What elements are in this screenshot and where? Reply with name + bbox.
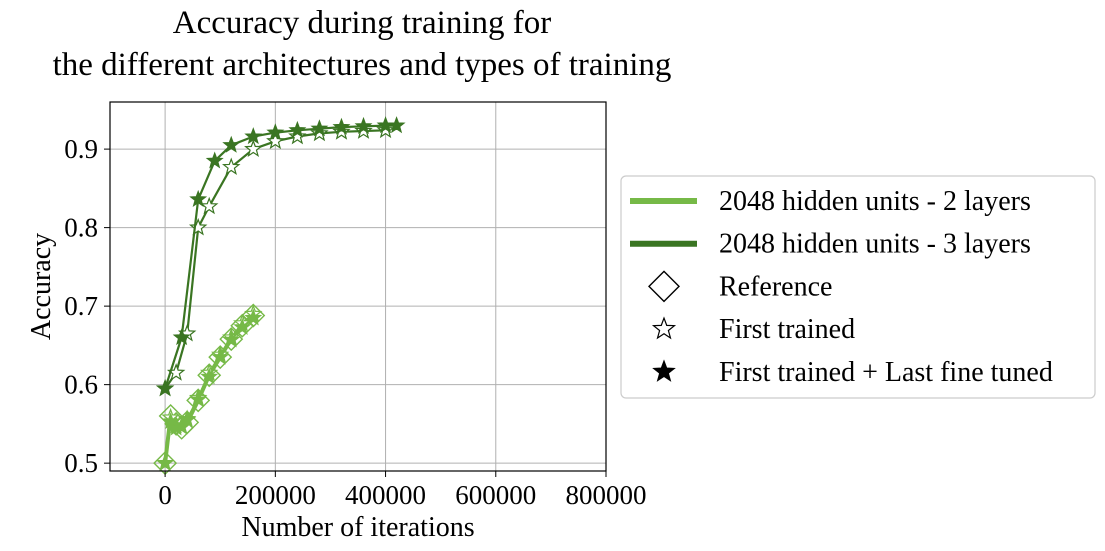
legend-item: 2048 hidden units - 2 layers [630,186,1031,217]
data-point [197,363,222,388]
data-point [178,410,197,428]
x-tick-label: 800000 [566,480,647,510]
data-point [156,379,175,397]
data-point [310,119,329,137]
legend-item: 2048 hidden units - 3 layers [630,229,1031,260]
data-point [288,120,307,138]
data-point [199,196,219,215]
chart-title-line: the different architectures and types of… [53,47,672,83]
chart-title-line: Accuracy during training for [173,5,551,41]
plot-frame [109,101,607,472]
data-point [288,126,307,145]
data-point [354,116,373,134]
legend-label: Reference [719,271,832,302]
series-group [153,116,406,476]
series-2 [156,308,263,471]
x-tick-label: 600000 [455,480,536,510]
data-point [222,135,241,153]
series-line [164,124,398,390]
data-point [175,410,200,435]
data-point [266,131,285,150]
legend-item: First trained [651,314,855,345]
data-point [244,308,263,326]
legend-label: 2048 hidden units - 3 layers [719,229,1031,260]
grid [110,102,607,471]
x-tick-label: 400000 [345,480,426,510]
legend-swatch-marker [648,270,680,303]
legend-box [620,175,1096,399]
series-0 [153,303,266,476]
data-point [189,189,208,207]
y-tick-label: 0.8 [64,213,98,243]
legend-item: Reference [648,270,832,303]
series-3 [155,120,395,397]
y-tick-label: 0.5 [64,448,98,478]
data-point [244,139,263,157]
legend: 2048 hidden units - 2 layers 2048 hidden … [620,175,1096,399]
data-point [188,217,208,236]
series-4 [156,116,406,397]
legend-item: First trained + Last fine tuned [652,357,1053,388]
legend-swatch-marker [651,316,677,340]
data-point [156,453,175,471]
legend-swatch-marker [652,359,676,382]
y-tick-label: 0.9 [64,134,98,164]
data-point [266,123,285,141]
data-point [222,157,241,176]
data-point [189,390,208,408]
legend-label: 2048 hidden units - 2 layers [719,186,1031,217]
data-point [172,328,191,346]
data-point [211,347,230,365]
x-tick-label: 200000 [235,480,316,510]
y-axis-label: Accuracy [26,233,57,340]
data-point [205,151,224,169]
legend-label: First trained [719,314,855,345]
data-point [244,127,263,145]
data-point [332,117,351,135]
data-point [387,116,406,134]
y-tick-label: 0.6 [64,370,98,400]
axis-ticks: 0 200000 400000 600000 800000 0.5 0.6 0.7 0.8 0.9 [64,134,646,510]
x-tick-label: 0 [158,480,172,510]
legend-label: First trained + Last fine tuned [719,357,1053,388]
data-point [172,417,191,435]
data-point [200,367,219,385]
y-tick-label: 0.7 [64,291,98,321]
chart-title: Accuracy during training for the differen… [53,5,672,83]
data-point [208,345,233,370]
data-point [222,330,241,348]
x-axis-label: Number of iterations [241,512,474,543]
